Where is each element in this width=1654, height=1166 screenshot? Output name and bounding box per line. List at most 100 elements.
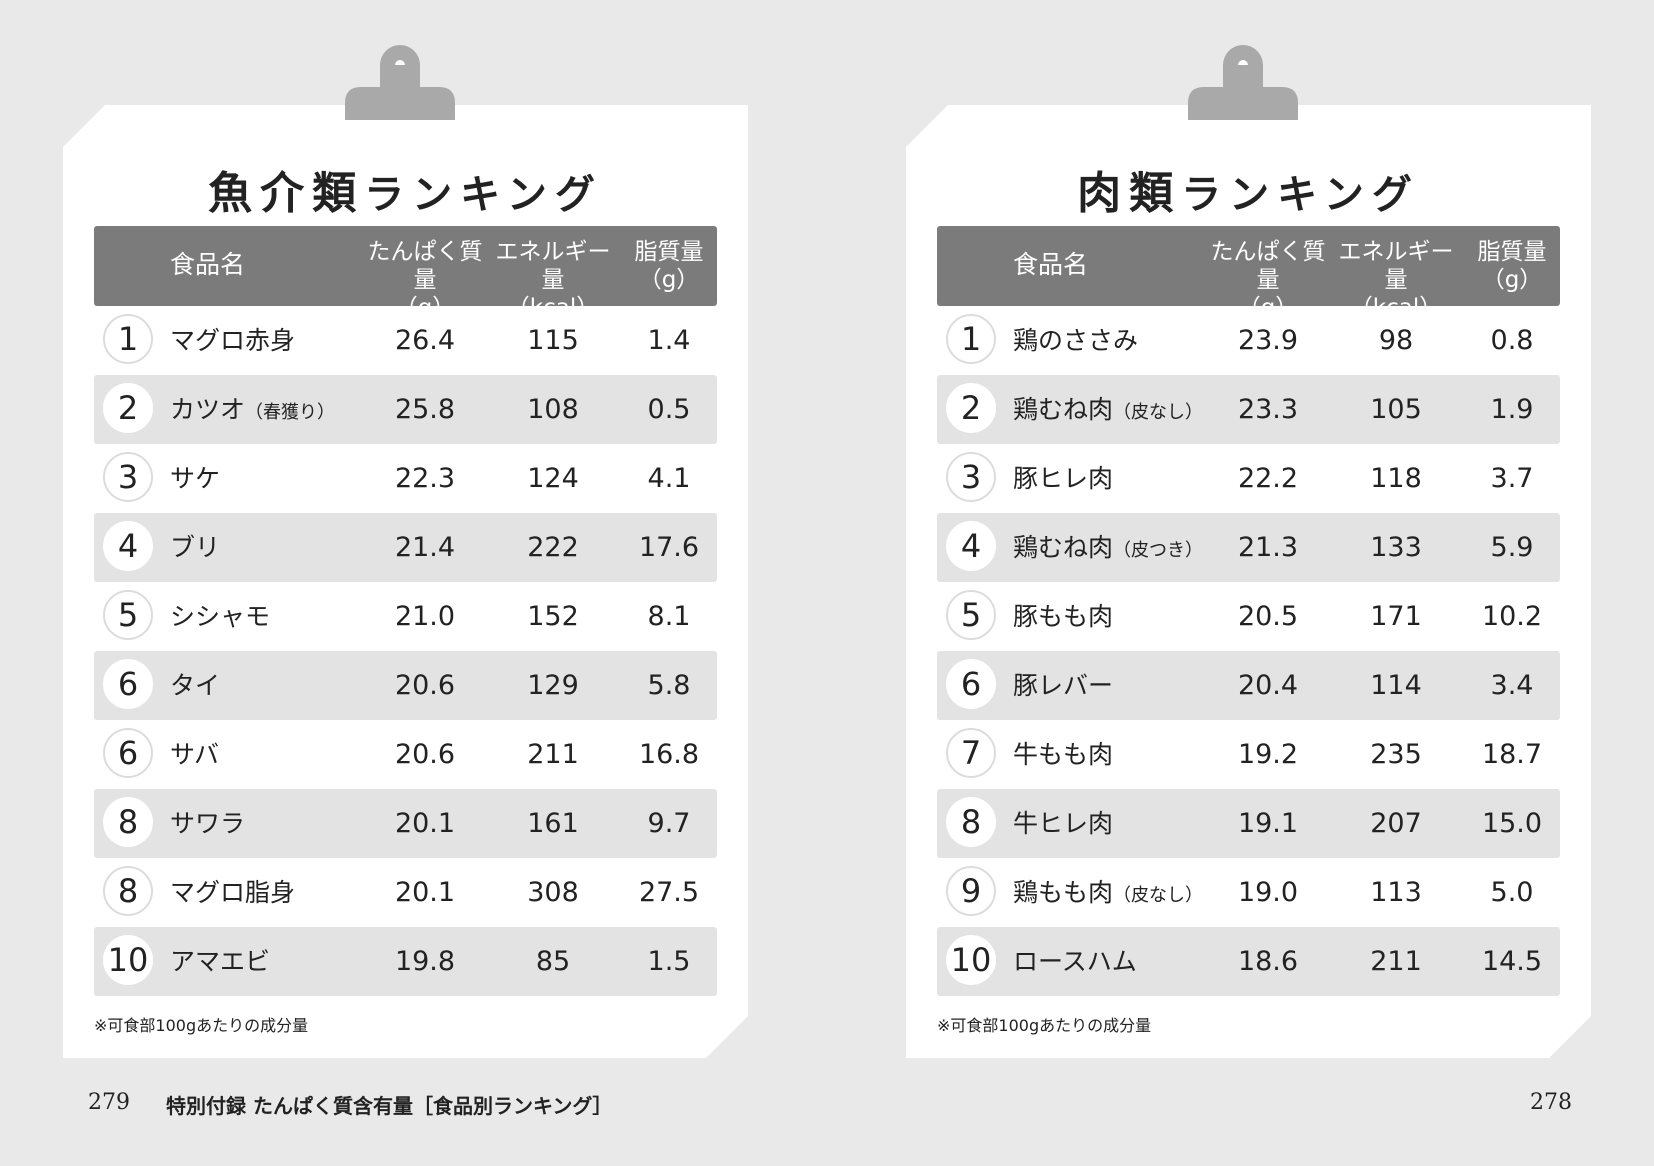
header-fat: 脂質量 （g） (1477, 239, 1547, 293)
footnote: ※可食部100gあたりの成分量 (94, 1016, 309, 1035)
protein-value: 20.6 (394, 739, 456, 770)
food-name: マグロ脂身 (170, 878, 296, 907)
table-row: 10 アマエビ 19.8 85 1.5 (94, 927, 717, 996)
table-row: 8 サワラ 20.1 161 9.7 (94, 789, 717, 858)
protein-value: 18.6 (1237, 946, 1299, 977)
rank-badge: 1 (103, 314, 153, 364)
rank-badge: 8 (103, 866, 153, 916)
footnote: ※可食部100gあたりの成分量 (937, 1016, 1152, 1035)
table-row: 2 鶏むね肉（皮なし） 23.3 105 1.9 (937, 375, 1560, 444)
protein-value: 19.1 (1237, 808, 1299, 839)
clip-icon (1188, 45, 1298, 120)
protein-value: 21.0 (394, 601, 456, 632)
protein-value: 20.1 (394, 808, 456, 839)
protein-value: 26.4 (394, 325, 456, 356)
protein-value: 19.0 (1237, 877, 1299, 908)
fat-value: 15.0 (1481, 808, 1543, 839)
food-name: 鶏のささみ (1013, 326, 1139, 355)
food-name: 豚もも肉 (1013, 602, 1114, 631)
food-name: タイ (170, 671, 221, 700)
running-title: 特別付録 たんぱく質含有量［食品別ランキング］ (166, 1094, 613, 1118)
protein-value: 21.3 (1237, 532, 1299, 563)
protein-value: 23.3 (1237, 394, 1299, 425)
table-row: 6 タイ 20.6 129 5.8 (94, 651, 717, 720)
seafood-ranking-board: 魚介類ランキング 食品名 たんぱく質量 （g） エネルギー量 （kcal） 脂質量（… (63, 45, 748, 1058)
meat-ranking-board: 肉類ランキング 食品名 たんぱく質量 （g） エネルギー量 （kcal） 脂質量 （g… (906, 45, 1591, 1058)
rank-badge: 4 (103, 521, 153, 571)
protein-value: 22.2 (1237, 463, 1299, 494)
rank-badge: 9 (946, 866, 996, 916)
fat-value: 10.2 (1481, 601, 1543, 632)
left-page-number: 279 (88, 1090, 130, 1115)
energy-value: 152 (527, 601, 579, 632)
energy-value: 105 (1370, 394, 1422, 425)
energy-value: 129 (527, 670, 579, 701)
rank-badge: 2 (103, 383, 153, 433)
food-name: マグロ赤身 (170, 326, 296, 355)
fat-value: 27.5 (638, 877, 700, 908)
fat-value: 8.1 (647, 601, 691, 632)
energy-value: 222 (527, 532, 579, 563)
energy-value: 161 (527, 808, 579, 839)
energy-value: 211 (527, 739, 579, 770)
table-row: 2 カツオ（春獲り） 25.8 108 0.5 (94, 375, 717, 444)
fat-value: 0.5 (647, 394, 691, 425)
energy-value: 113 (1370, 877, 1422, 908)
rank-badge: 2 (946, 383, 996, 433)
protein-value: 20.1 (394, 877, 456, 908)
table-row: 7 牛もも肉 19.2 235 18.7 (937, 720, 1560, 789)
protein-value: 25.8 (394, 394, 456, 425)
table-body: 1 鶏のささみ 23.9 98 0.8 2 鶏むね肉（皮なし） 23.3 105 1.9 3 豚ヒ… (937, 306, 1560, 996)
food-name: サケ (170, 464, 221, 493)
food-name: シシャモ (170, 602, 271, 631)
fat-value: 17.6 (638, 532, 700, 563)
title-category: 魚介類 (208, 168, 365, 219)
fat-value: 14.5 (1481, 946, 1543, 977)
rank-badge: 8 (103, 797, 153, 847)
table-body: 1 マグロ赤身 26.4 115 1.4 2 カツオ（春獲り） 25.8 108 0.5 3 サケ… (94, 306, 717, 996)
header-energy: エネルギー量 （kcal） (495, 239, 611, 321)
food-name: 鶏むね肉（皮なし） (1013, 395, 1204, 424)
table-row: 10 ロースハム 18.6 211 14.5 (937, 927, 1560, 996)
energy-value: 171 (1370, 601, 1422, 632)
energy-value: 108 (527, 394, 579, 425)
energy-value: 85 (535, 946, 571, 977)
table-row: 3 サケ 22.3 124 4.1 (94, 444, 717, 513)
fat-value: 3.7 (1490, 463, 1534, 494)
fat-value: 4.1 (647, 463, 691, 494)
table-row: 6 豚レバー 20.4 114 3.4 (937, 651, 1560, 720)
rank-badge: 4 (946, 521, 996, 571)
protein-value: 19.2 (1237, 739, 1299, 770)
board-title: 肉類ランキング (906, 157, 1591, 221)
rank-badge: 10 (946, 935, 996, 985)
energy-value: 235 (1370, 739, 1422, 770)
table-row: 1 鶏のささみ 23.9 98 0.8 (937, 306, 1560, 375)
food-name: サバ (170, 740, 220, 769)
protein-value: 23.9 (1237, 325, 1299, 356)
rank-badge: 6 (103, 659, 153, 709)
fat-value: 1.5 (647, 946, 691, 977)
rank-badge: 3 (946, 452, 996, 502)
table-row: 4 鶏むね肉（皮つき） 21.3 133 5.9 (937, 513, 1560, 582)
rank-badge: 1 (946, 314, 996, 364)
table-row: 5 豚もも肉 20.5 171 10.2 (937, 582, 1560, 651)
header-energy: エネルギー量 （kcal） (1338, 239, 1454, 321)
energy-value: 207 (1370, 808, 1422, 839)
food-name: 豚ヒレ肉 (1013, 464, 1114, 493)
energy-value: 115 (527, 325, 579, 356)
rank-badge: 3 (103, 452, 153, 502)
header-food-name: 食品名 (170, 250, 246, 279)
table-row: 9 鶏もも肉（皮なし） 19.0 113 5.0 (937, 858, 1560, 927)
table-header: 食品名 たんぱく質量 （g） エネルギー量 （kcal） 脂質量 （g） (937, 226, 1560, 321)
rank-badge: 6 (946, 659, 996, 709)
fat-value: 1.9 (1490, 394, 1534, 425)
rank-badge: 7 (946, 728, 996, 778)
fat-value: 5.9 (1490, 532, 1534, 563)
protein-value: 19.8 (394, 946, 456, 977)
protein-value: 21.4 (394, 532, 456, 563)
protein-value: 20.6 (394, 670, 456, 701)
energy-value: 211 (1370, 946, 1422, 977)
energy-value: 308 (527, 877, 579, 908)
header-fat: 脂質量 （g） (634, 239, 704, 293)
rank-badge: 5 (103, 590, 153, 640)
